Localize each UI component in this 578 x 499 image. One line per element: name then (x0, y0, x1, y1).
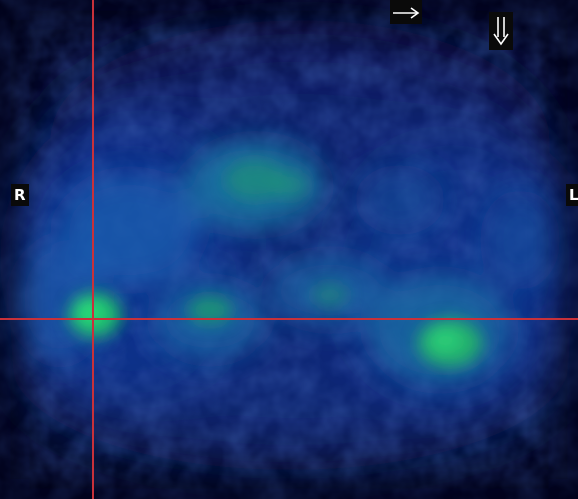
crosshair-horizontal[interactable] (0, 318, 578, 320)
arrow-right-icon[interactable] (390, 0, 422, 24)
double-arrow-down-icon[interactable] (489, 12, 513, 50)
orientation-label-right: R (11, 184, 29, 206)
orientation-label-left: L (566, 184, 578, 206)
crosshair-vertical[interactable] (92, 0, 94, 499)
